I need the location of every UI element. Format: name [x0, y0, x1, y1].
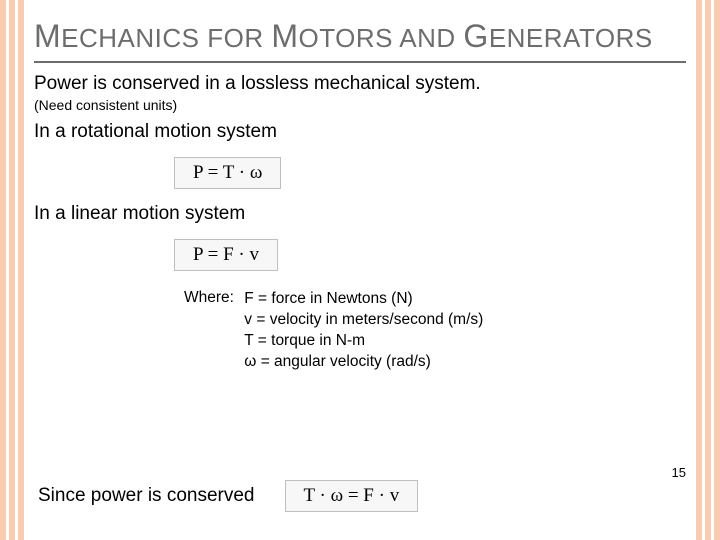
title-word-3: ENERATORS: [489, 23, 653, 53]
where-block: Where: F = force in Newtons (N) v = velo…: [184, 289, 686, 373]
right-gap-2: [702, 0, 705, 540]
where-label: Where:: [184, 289, 234, 307]
def-torque: T = torque in N-m: [244, 331, 483, 352]
def-angular-velocity: ω = angular velocity (rad/s): [244, 352, 483, 373]
conserved-label: Since power is conserved: [38, 485, 255, 507]
right-stripe-1: [714, 0, 720, 540]
formula-linear: P = F · v: [174, 239, 278, 271]
rotational-label: In a rotational motion system: [34, 121, 686, 143]
def-force: F = force in Newtons (N): [244, 289, 483, 310]
title-cap-3: G: [463, 18, 488, 54]
title-mid-2: AND: [393, 23, 463, 53]
right-gap-1: [711, 0, 714, 540]
linear-label: In a linear motion system: [34, 203, 686, 225]
left-stripe-3: [18, 0, 24, 540]
title-word-1: ECHANICS: [61, 23, 199, 53]
formula-rotational: P = T · ω: [174, 157, 281, 189]
title-word-2: OTORS: [299, 23, 393, 53]
formula-conserved: T · ω = F · v: [285, 480, 419, 512]
subtitle-text: Power is conserved in a lossless mechani…: [34, 73, 686, 95]
bottom-row: Since power is conserved T · ω = F · v: [34, 480, 686, 512]
def-velocity: v = velocity in meters/second (m/s): [244, 310, 483, 331]
units-note: (Need consistent units): [34, 97, 686, 113]
title-cap-1: M: [34, 18, 61, 54]
slide-content: MECHANICS FOR MOTORS AND GENERATORS Powe…: [34, 10, 686, 530]
page-number: 15: [672, 465, 686, 480]
where-definitions: F = force in Newtons (N) v = velocity in…: [244, 289, 483, 373]
title-mid-1: FOR: [200, 23, 272, 53]
slide-title: MECHANICS FOR MOTORS AND GENERATORS: [34, 10, 686, 63]
right-stripe-3: [696, 0, 702, 540]
title-cap-2: M: [271, 18, 298, 54]
right-stripe-2: [705, 0, 711, 540]
